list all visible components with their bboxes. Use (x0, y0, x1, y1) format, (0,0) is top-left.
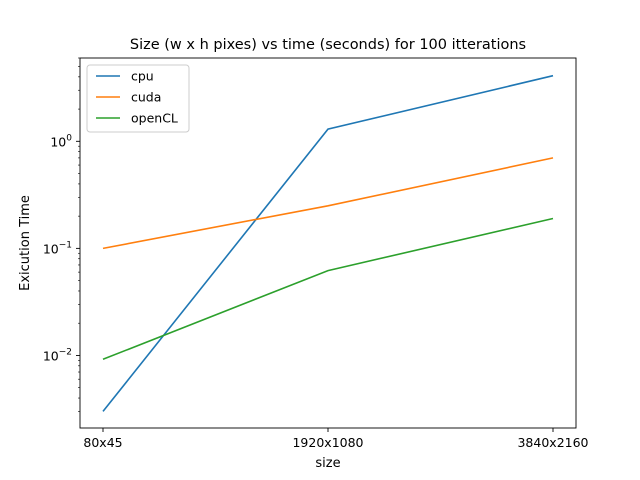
x-axis-label: size (315, 456, 340, 471)
legend-label-cpu: cpu (131, 69, 154, 84)
series-line-cpu (102, 74, 554, 412)
series-layer (102, 74, 554, 412)
y-tick-label: 10−2 (43, 347, 72, 363)
x-tick-label: 1920x1080 (292, 435, 363, 450)
y-axis-label: Exicution Time (18, 195, 33, 291)
x-tick-label: 3840x2160 (517, 435, 588, 450)
x-tick-label: 80x45 (83, 435, 122, 450)
legend: cpu cuda openCL (86, 64, 190, 133)
y-axis-ticks: 10−2 10−1 100 (43, 57, 80, 412)
series-line-cuda (102, 157, 554, 250)
legend-label-cuda: cuda (131, 90, 161, 105)
chart-title: Size (w x h pixes) vs time (seconds) for… (130, 37, 526, 53)
y-tick-label: 10−1 (43, 240, 72, 256)
legend-box (86, 64, 190, 133)
y-tick-label: 100 (50, 133, 72, 149)
x-axis-ticks: 80x45 1920x1080 3840x2160 (83, 428, 589, 450)
series-line-opencl (102, 217, 554, 361)
legend-label-opencl: openCL (131, 111, 178, 126)
